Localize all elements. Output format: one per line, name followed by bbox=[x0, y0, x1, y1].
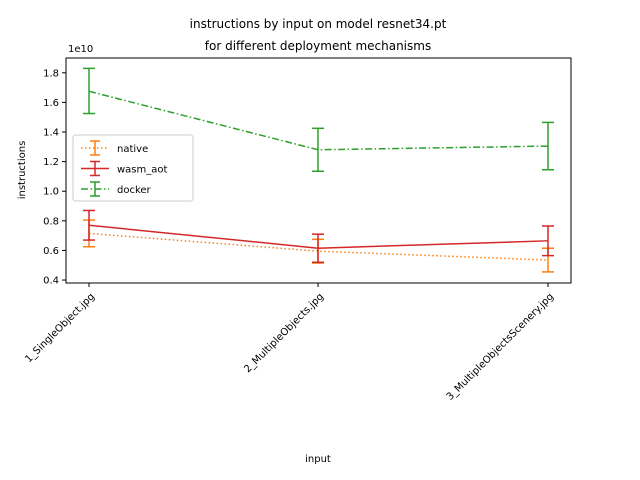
plot-area: 0.4 0.6 0.8 1.0 1.2 1.4 1.6 1.8 1_SingleObject.j… bbox=[23, 67, 556, 403]
series-line bbox=[88, 90, 549, 151]
legend-label-native: native bbox=[117, 144, 148, 155]
chart-subtitle: for different deployment mechanisms bbox=[205, 39, 431, 53]
y-tick-label: 1.0 bbox=[43, 187, 59, 198]
series-wasm_aot bbox=[83, 209, 554, 264]
series-line bbox=[88, 224, 549, 249]
legend-label-docker: docker bbox=[117, 185, 152, 196]
y-axis-label: instructions bbox=[17, 141, 28, 200]
y-offset-label: 1e10 bbox=[68, 44, 93, 55]
legend-frame bbox=[72, 134, 194, 202]
x-axis-label: input bbox=[305, 454, 331, 465]
plot-frame bbox=[65, 57, 572, 284]
series-line bbox=[88, 232, 549, 261]
y-tick-label: 1.2 bbox=[43, 157, 59, 168]
series-docker bbox=[83, 67, 554, 172]
y-tick-label: 1.6 bbox=[43, 98, 59, 109]
x-tick-label: 3_MultipleObjectsScenery.jpg bbox=[445, 291, 556, 402]
x-tick-label: 1_SingleObject.jpg bbox=[23, 291, 97, 365]
y-tick-label: 0.4 bbox=[43, 276, 59, 287]
y-tick-label: 0.6 bbox=[43, 246, 59, 257]
x-tick-label: 2_MultipleObjects.jpg bbox=[242, 291, 326, 375]
y-tick-label: 0.8 bbox=[43, 216, 59, 227]
legend-label-wasm_aot: wasm_aot bbox=[117, 165, 168, 176]
y-tick-label: 1.8 bbox=[43, 68, 59, 79]
y-tick-label: 1.4 bbox=[43, 128, 59, 139]
chart-title: instructions by input on model resnet34.… bbox=[190, 17, 447, 31]
